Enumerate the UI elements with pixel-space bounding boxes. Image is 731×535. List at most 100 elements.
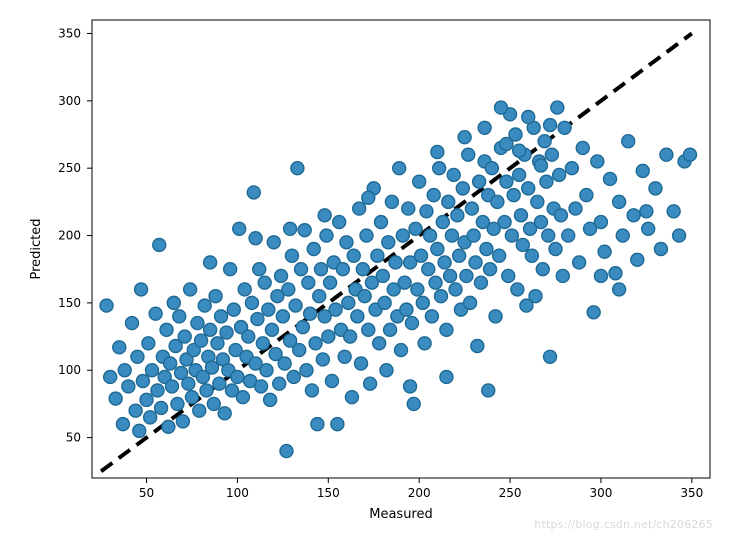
x-tick-label: 200 — [408, 486, 431, 500]
data-point — [684, 148, 697, 161]
data-point — [556, 269, 569, 282]
data-point — [460, 269, 473, 282]
data-point — [171, 397, 184, 410]
data-point — [373, 337, 386, 350]
data-point — [209, 290, 222, 303]
data-point — [627, 209, 640, 222]
data-point — [149, 307, 162, 320]
data-point — [345, 391, 358, 404]
data-point — [636, 164, 649, 177]
data-point — [304, 307, 317, 320]
data-point — [516, 238, 529, 251]
data-point — [253, 263, 266, 276]
data-point — [282, 283, 295, 296]
data-point — [104, 370, 117, 383]
data-point — [536, 263, 549, 276]
data-point — [562, 229, 575, 242]
data-point — [474, 276, 487, 289]
data-point — [436, 216, 449, 229]
data-point — [553, 168, 566, 181]
data-point — [471, 339, 484, 352]
data-point — [409, 222, 422, 235]
data-point — [153, 238, 166, 251]
data-point — [302, 276, 315, 289]
data-point — [462, 148, 475, 161]
chart-svg: 5010015020025030035050100150200250300350… — [0, 0, 731, 535]
data-point — [433, 162, 446, 175]
data-point — [295, 263, 308, 276]
data-point — [100, 299, 113, 312]
data-point — [238, 283, 251, 296]
x-tick-label: 300 — [589, 486, 612, 500]
data-point — [113, 341, 126, 354]
data-point — [404, 380, 417, 393]
data-point — [262, 303, 275, 316]
data-point — [400, 303, 413, 316]
data-point — [204, 256, 217, 269]
data-point — [465, 202, 478, 215]
data-point — [218, 407, 231, 420]
data-point — [493, 249, 506, 262]
data-point — [451, 209, 464, 222]
data-point — [431, 243, 444, 256]
data-point — [227, 303, 240, 316]
data-point — [285, 249, 298, 262]
data-point — [469, 256, 482, 269]
data-point — [407, 397, 420, 410]
data-point — [445, 229, 458, 242]
data-point — [195, 334, 208, 347]
data-point — [275, 269, 288, 282]
data-point — [398, 276, 411, 289]
data-point — [356, 263, 369, 276]
data-point — [276, 310, 289, 323]
data-point — [464, 296, 477, 309]
data-point — [529, 290, 542, 303]
data-point — [200, 384, 213, 397]
data-point — [609, 267, 622, 280]
data-point — [315, 263, 328, 276]
data-point — [116, 418, 129, 431]
data-point — [616, 229, 629, 242]
data-point — [580, 189, 593, 202]
data-point — [173, 310, 186, 323]
y-tick-label: 50 — [66, 431, 81, 445]
data-point — [427, 189, 440, 202]
data-point — [569, 202, 582, 215]
data-point — [211, 337, 224, 350]
data-point — [376, 269, 389, 282]
data-point — [429, 276, 442, 289]
y-tick-label: 200 — [58, 229, 81, 243]
data-point — [233, 222, 246, 235]
data-point — [164, 357, 177, 370]
data-point — [514, 209, 527, 222]
y-tick-label: 300 — [58, 94, 81, 108]
data-point — [131, 350, 144, 363]
data-point — [422, 263, 435, 276]
data-point — [640, 205, 653, 218]
data-point — [185, 391, 198, 404]
data-point — [507, 189, 520, 202]
data-point — [424, 229, 437, 242]
data-point — [344, 330, 357, 343]
y-axis-label: Predicted — [29, 218, 44, 279]
data-point — [491, 195, 504, 208]
data-point — [213, 377, 226, 390]
data-point — [355, 357, 368, 370]
data-point — [296, 321, 309, 334]
data-point — [505, 229, 518, 242]
data-point — [395, 344, 408, 357]
data-point — [193, 404, 206, 417]
data-point — [667, 205, 680, 218]
data-point — [540, 175, 553, 188]
data-point — [420, 205, 433, 218]
y-tick-label: 100 — [58, 363, 81, 377]
data-point — [498, 216, 511, 229]
data-point — [642, 222, 655, 235]
data-point — [249, 232, 262, 245]
data-point — [382, 236, 395, 249]
data-point — [649, 182, 662, 195]
data-point — [511, 283, 524, 296]
data-point — [291, 162, 304, 175]
data-point — [362, 191, 375, 204]
scatter-chart: 5010015020025030035050100150200250300350… — [0, 0, 731, 535]
